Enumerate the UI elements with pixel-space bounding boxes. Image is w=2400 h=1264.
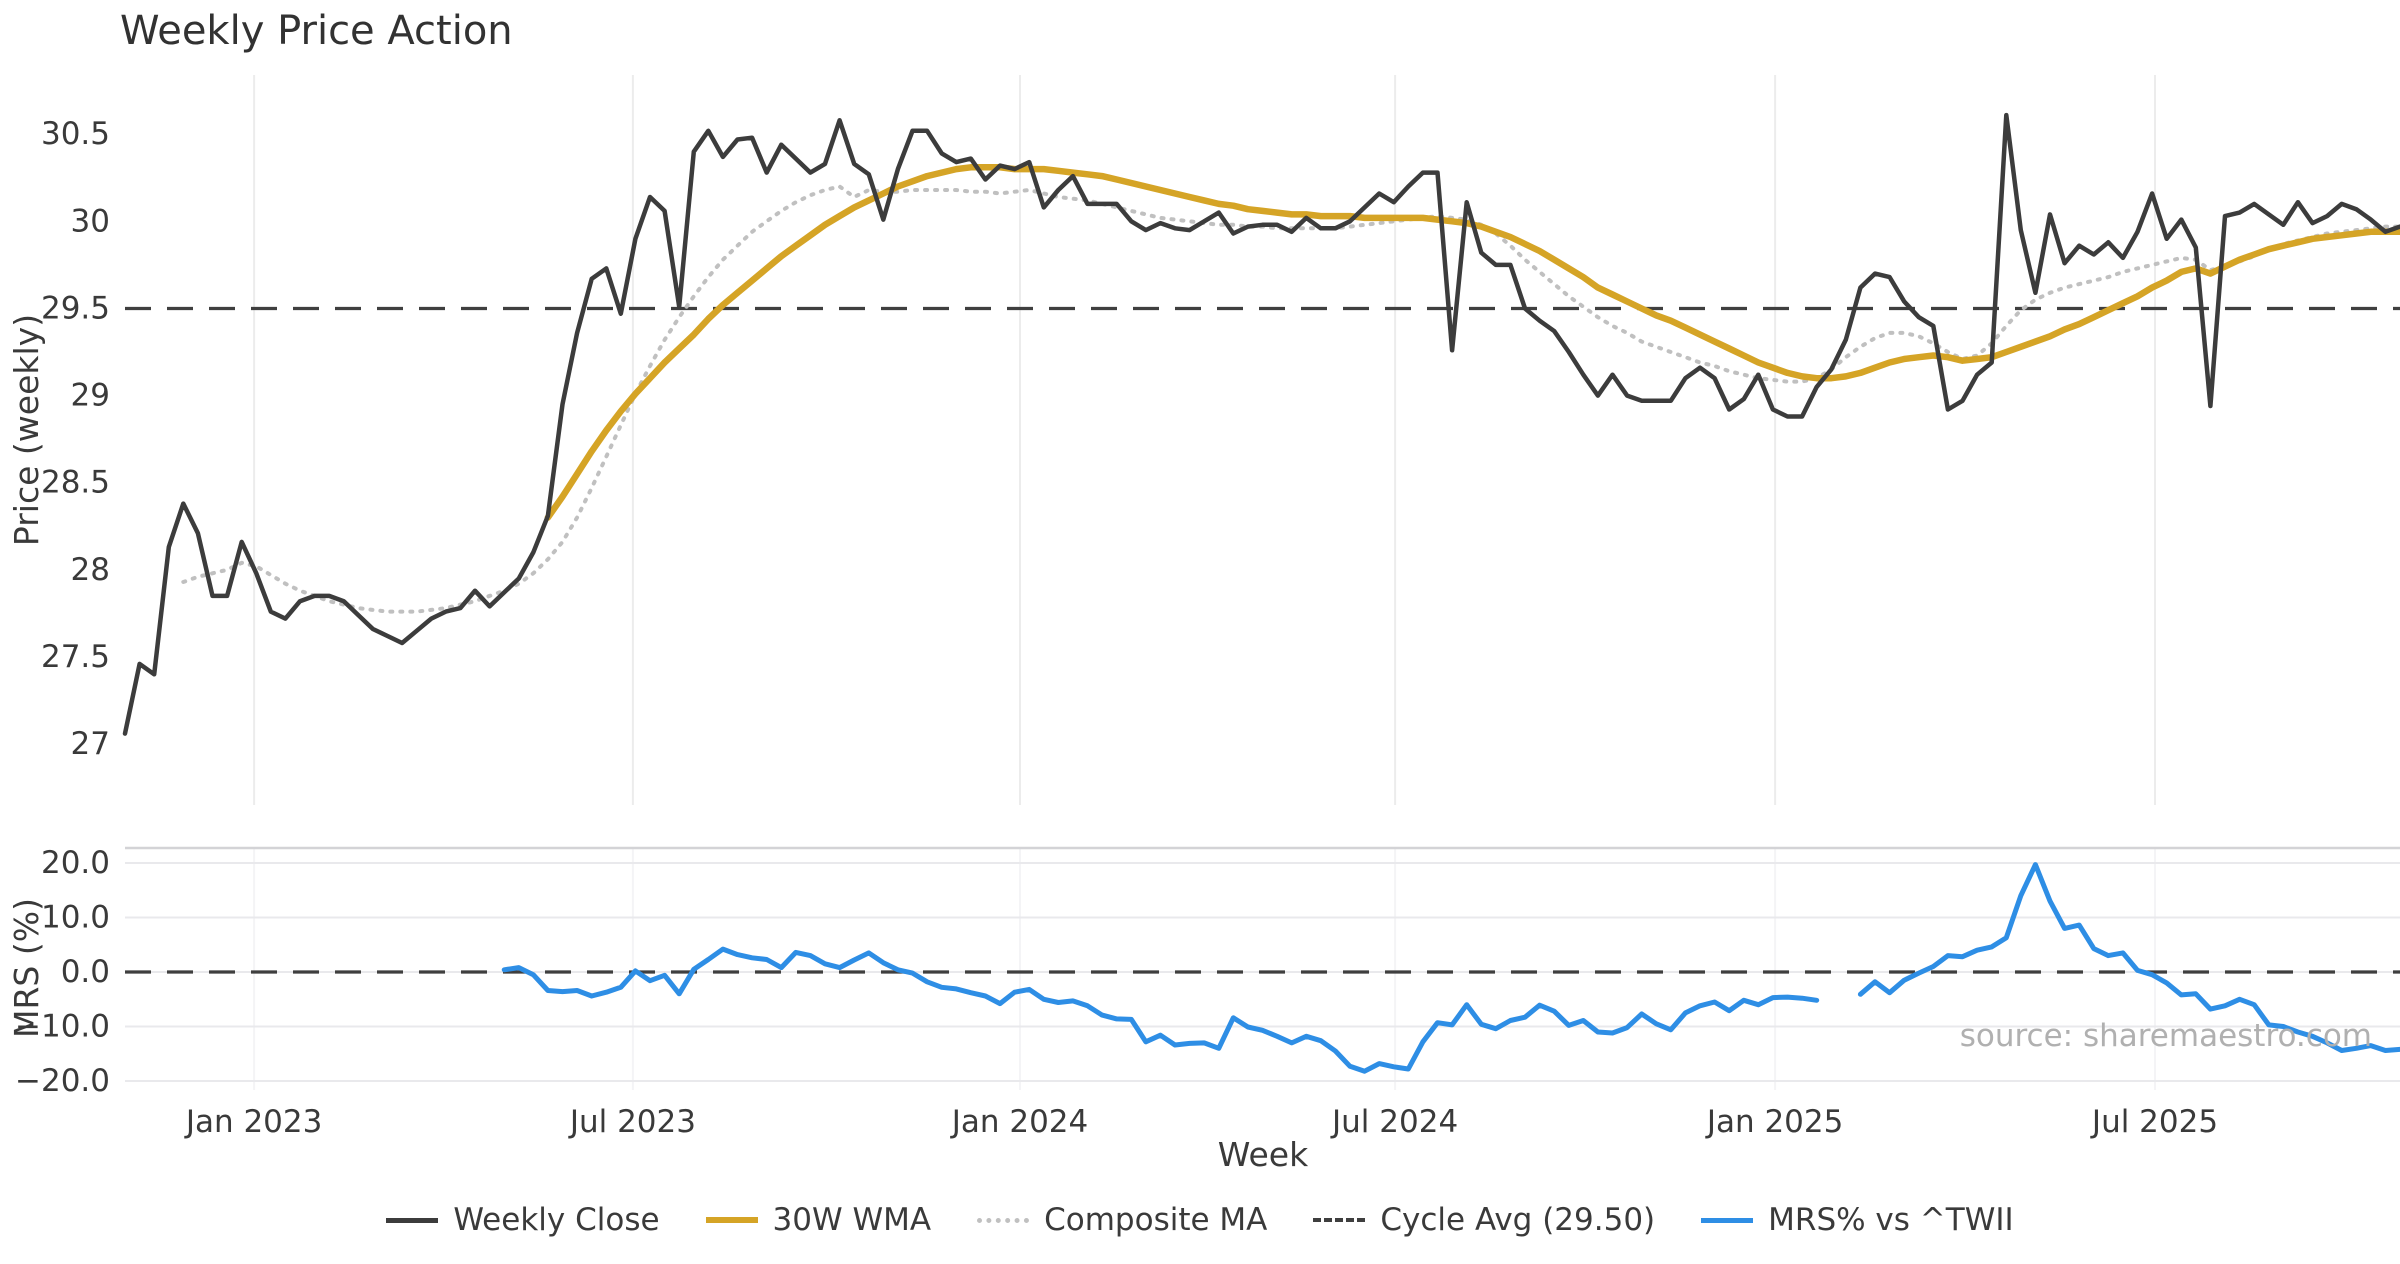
weekly-close-line-swatch [386, 1217, 439, 1223]
legend-label: MRS% vs ^TWII [1768, 1202, 2014, 1238]
y-tick-label: −20.0 [15, 1063, 110, 1099]
composite-ma-line [181, 184, 2400, 614]
weekly-close-line [122, 112, 2400, 736]
legend-item-cycle-avg: Cycle Avg (29.50) [1313, 1202, 1655, 1238]
x-tick-label: Jan 2024 [950, 1104, 1089, 1140]
x-axis-label: Week [1218, 1135, 1309, 1174]
x-tick-label: Jan 2025 [1705, 1104, 1844, 1140]
chart-title: Weekly Price Action [120, 8, 513, 54]
composite-line-swatch [977, 1217, 1030, 1223]
legend-item-weekly-close: Weekly Close [386, 1202, 660, 1238]
cycle-avg-line-swatch [1313, 1218, 1366, 1222]
legend-item-wma: 30W WMA [705, 1202, 932, 1238]
y-tick-label: 27 [71, 726, 110, 762]
mrs-y-axis-label: MRS (%) [7, 898, 46, 1038]
y-tick-label: 20.0 [41, 845, 110, 881]
legend-label: Cycle Avg (29.50) [1380, 1202, 1656, 1238]
y-tick-label: 28 [71, 552, 110, 588]
legend-label: Composite MA [1044, 1202, 1268, 1238]
y-tick-label: 28.5 [41, 465, 110, 501]
mrs-vs-twii-line [501, 862, 2400, 1074]
x-tick-label: Jul 2024 [1330, 1104, 1458, 1140]
y-tick-label: 29.5 [41, 291, 110, 327]
y-tick-label: 0.0 [61, 954, 110, 990]
y-tick-label: −10.0 [15, 1009, 110, 1045]
y-tick-label: 30 [71, 203, 110, 239]
legend-label: Weekly Close [453, 1202, 660, 1238]
y-tick-label: 10.0 [41, 900, 110, 936]
x-tick-label: Jul 2025 [2090, 1104, 2218, 1140]
price-y-axis-label: Price (weekly) [7, 314, 46, 546]
y-tick-label: 27.5 [41, 639, 110, 675]
legend-label: 30W WMA [772, 1202, 932, 1238]
series-layer [122, 112, 2400, 1074]
x-tick-label: Jul 2023 [568, 1104, 696, 1140]
legend: Weekly Close 30W WMA Composite MA Cycle … [0, 1202, 2400, 1238]
y-tick-label: 30.5 [41, 116, 110, 152]
mrs-line-swatch [1701, 1217, 1754, 1223]
y-tick-label: 29 [71, 378, 110, 414]
text-layer: Weekly Price Action Price (weekly) MRS (… [7, 8, 2372, 1174]
x-tick-label: Jan 2023 [184, 1104, 323, 1140]
legend-item-composite: Composite MA [977, 1202, 1267, 1238]
source-note: source: sharemaestro.com [1960, 1018, 2372, 1054]
wma-line-swatch [705, 1217, 758, 1223]
legend-item-mrs: MRS% vs ^TWII [1701, 1202, 2014, 1238]
